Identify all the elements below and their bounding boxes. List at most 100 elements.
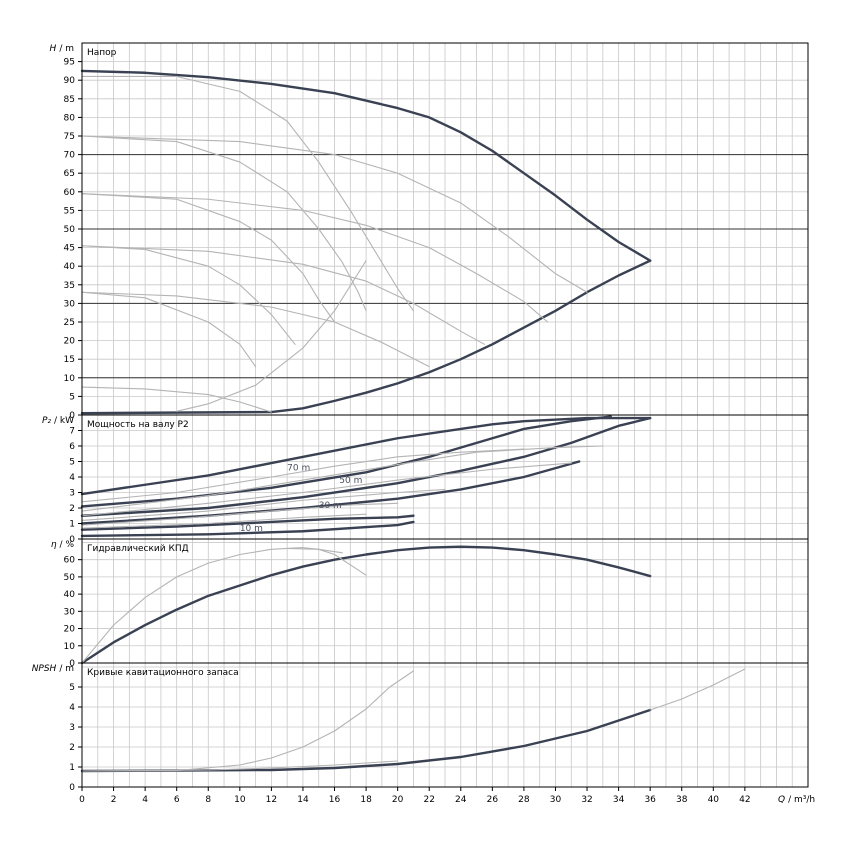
- panel-title: Напор: [87, 48, 117, 58]
- y-axis-variable: NPSH: [32, 664, 57, 674]
- y-tick-label: 5: [69, 392, 75, 402]
- series-line-npsh-1: [649, 668, 746, 711]
- x-axis-unit: / m³/h: [788, 795, 815, 805]
- y-tick-label: 40: [64, 590, 76, 600]
- y-tick-label: 65: [64, 169, 75, 179]
- y-tick-label: 0: [69, 535, 75, 545]
- panel-power: 0 1 2 3 4 5 6 7 Мощность на валу P2 P₂ / kW 70 m 50 …: [42, 414, 809, 545]
- y-tick-label: 10: [64, 374, 76, 384]
- y-axis-label: P₂ / kW: [42, 416, 74, 426]
- y-axis-unit: / kW: [54, 416, 74, 426]
- y-tick-label: 10: [64, 642, 76, 652]
- series-line-power-0: [80, 416, 652, 496]
- y-tick-label: 20: [64, 625, 76, 635]
- y-tick-label: 2: [69, 504, 75, 514]
- x-axis-label: Q / m³/h: [778, 795, 815, 805]
- y-tick-label: 30: [64, 299, 76, 309]
- x-tick-label: 8: [205, 795, 211, 805]
- series-line-efficiency-2: [286, 547, 343, 554]
- series-line-power-11: [81, 448, 525, 503]
- y-tick-label: 30: [64, 607, 76, 617]
- x-tick-label: 22: [423, 795, 434, 805]
- panel-efficiency: 0 10 20 30 40 50 60 Гидравлический КПД η / %: [51, 538, 809, 669]
- series-line-power-6: [81, 445, 604, 512]
- series-line-head-6: [81, 245, 486, 345]
- series-line-power-8: [81, 488, 446, 521]
- x-tick-label: 28: [518, 795, 530, 805]
- y-tick-label: 50: [64, 573, 76, 583]
- x-tick-label: 6: [174, 795, 180, 805]
- y-tick-label: 1: [69, 520, 75, 530]
- series-line-power-10: [81, 513, 367, 529]
- x-tick-label: 14: [297, 795, 309, 805]
- x-tick-label: 2: [111, 795, 117, 805]
- series-line-head-3: [81, 75, 414, 312]
- series-line-power-2: [80, 416, 652, 517]
- series-line-head-13: [176, 260, 367, 412]
- y-axis-unit: / %: [60, 540, 75, 550]
- y-tick-label: 35: [64, 281, 75, 291]
- series-line-power-9: [81, 502, 399, 526]
- y-axis-label: NPSH / m: [32, 664, 74, 674]
- y-tick-label: 25: [64, 318, 75, 328]
- series-line-head-7: [81, 291, 430, 368]
- y-axis-variable: η: [51, 540, 57, 550]
- y-tick-label: 5: [69, 683, 75, 693]
- x-tick-label: 32: [581, 795, 592, 805]
- y-tick-label: 4: [69, 473, 75, 483]
- y-tick-label: 3: [69, 723, 75, 733]
- y-tick-label: 95: [64, 58, 75, 68]
- panel-frame: [81, 662, 809, 788]
- y-tick-label: 0: [69, 411, 75, 421]
- y-tick-label: 50: [64, 225, 76, 235]
- x-tick-label: 36: [644, 795, 656, 805]
- x-tick-label: 12: [266, 795, 277, 805]
- series-line-power-7: [81, 462, 572, 517]
- panel-title: Гидравлический КПД: [87, 544, 189, 554]
- y-axis-label: H / m: [50, 44, 74, 54]
- x-axis-variable: Q: [778, 795, 785, 805]
- series-line-head-9: [81, 135, 367, 312]
- y-tick-label: 1: [69, 763, 75, 773]
- series-line-head-2: [80, 410, 273, 415]
- y-tick-label: 6: [69, 442, 75, 452]
- y-tick-label: 70: [64, 151, 76, 161]
- y-tick-label: 80: [64, 113, 76, 123]
- series-line-efficiency-1: [81, 547, 367, 664]
- series-line-head-11: [81, 245, 296, 345]
- y-axis-unit: / m: [59, 44, 74, 54]
- y-tick-label: 5: [69, 458, 75, 468]
- y-tick-label: 45: [64, 244, 75, 254]
- series-line-head-0: [80, 69, 652, 262]
- panel-title: Кривые кавитационного запаса: [87, 668, 239, 678]
- y-tick-label: 60: [64, 188, 76, 198]
- x-tick-label: 18: [360, 795, 372, 805]
- series-line-npsh-3: [81, 760, 399, 772]
- curve-label: 30 m: [319, 501, 342, 511]
- x-tick-label: 26: [487, 795, 499, 805]
- y-tick-label: 85: [64, 95, 75, 105]
- series-line-head-12: [81, 291, 257, 368]
- x-tick-label: 24: [455, 795, 467, 805]
- series-line-efficiency-0: [80, 545, 652, 665]
- y-axis-unit: / m: [59, 664, 74, 674]
- y-tick-label: 40: [64, 262, 76, 272]
- series-line-power-4: [80, 514, 415, 531]
- y-axis-variable: P₂: [42, 416, 51, 426]
- series-line-power-5: [80, 520, 415, 538]
- x-tick-label: 10: [234, 795, 246, 805]
- panel-head: 0 5 10 15 20 25 30 35 40 45 50 55 60 65 70 75 80 85 90 95 На…: [50, 42, 809, 421]
- curve-label: 10 m: [240, 524, 263, 534]
- y-tick-label: 7: [69, 427, 75, 437]
- y-tick-label: 75: [64, 132, 75, 142]
- y-tick-label: 55: [64, 206, 75, 216]
- y-tick-label: 15: [64, 355, 75, 365]
- y-tick-label: 0: [69, 659, 75, 669]
- y-axis-variable: H: [50, 44, 57, 54]
- x-tick-label: 30: [550, 795, 562, 805]
- y-tick-label: 4: [69, 703, 75, 713]
- x-tick-label: 16: [329, 795, 341, 805]
- y-tick-label: 20: [64, 337, 76, 347]
- x-tick-label: 20: [392, 795, 404, 805]
